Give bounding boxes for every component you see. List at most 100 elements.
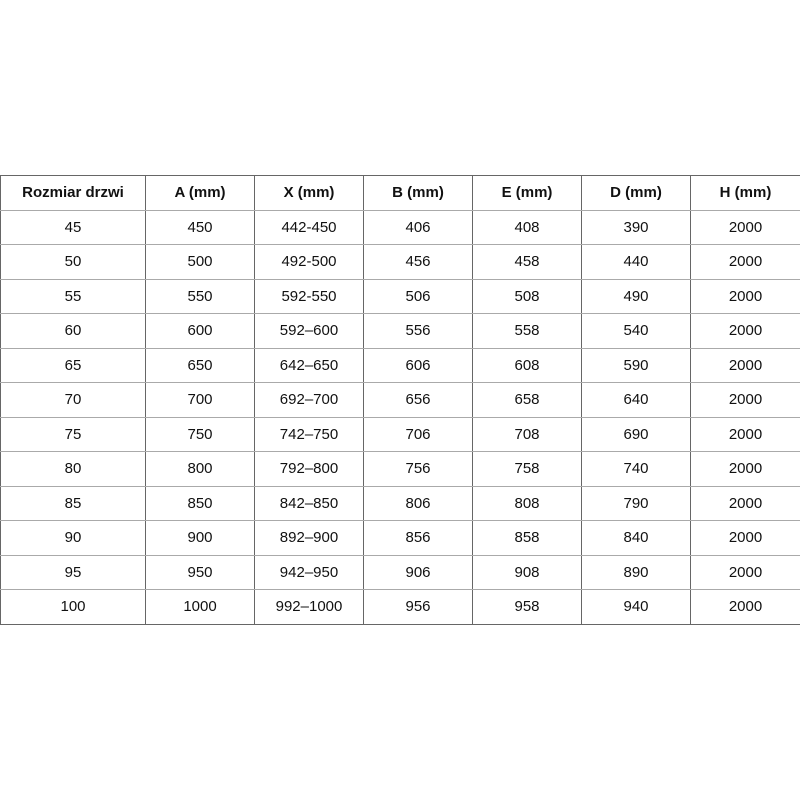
table-cell: 708	[472, 416, 582, 452]
table-cell: 55	[0, 278, 146, 314]
table-cell: 2000	[690, 347, 800, 383]
dimensions-table: Rozmiar drzwi A (mm) X (mm) B (mm) E (mm) D (…	[0, 175, 800, 625]
table-cell: 956	[363, 589, 473, 625]
table-cell: 45	[0, 209, 146, 245]
table-cell: 658	[472, 382, 582, 418]
table-cell: 600	[145, 313, 255, 349]
table-cell: 508	[472, 278, 582, 314]
table-cell: 992–1000	[254, 589, 364, 625]
table-cell: 950	[145, 554, 255, 590]
table-cell: 65	[0, 347, 146, 383]
table-cell: 2000	[690, 244, 800, 280]
table-cell: 908	[472, 554, 582, 590]
table-cell: 556	[363, 313, 473, 349]
table-cell: 640	[581, 382, 691, 418]
table-cell: 656	[363, 382, 473, 418]
table-row: 65 650 642–650 606 608 590 2000	[0, 347, 800, 383]
table-row: 95 950 942–950 906 908 890 2000	[0, 554, 800, 590]
table-cell: 858	[472, 520, 582, 556]
table-cell: 808	[472, 485, 582, 521]
table-cell: 958	[472, 589, 582, 625]
table-cell: 606	[363, 347, 473, 383]
table-row: 80 800 792–800 756 758 740 2000	[0, 451, 800, 487]
table-cell: 100	[0, 589, 146, 625]
table-cell: 842–850	[254, 485, 364, 521]
table-cell: 700	[145, 382, 255, 418]
table-cell: 900	[145, 520, 255, 556]
table-cell: 2000	[690, 209, 800, 245]
table-cell: 906	[363, 554, 473, 590]
table-cell: 2000	[690, 278, 800, 314]
table-row: 90 900 892–900 856 858 840 2000	[0, 520, 800, 556]
table-cell: 50	[0, 244, 146, 280]
table-row: 75 750 742–750 706 708 690 2000	[0, 416, 800, 452]
table-row: 45 450 442-450 406 408 390 2000	[0, 209, 800, 245]
table-cell: 840	[581, 520, 691, 556]
table-cell: 2000	[690, 451, 800, 487]
column-header: X (mm)	[254, 175, 364, 211]
table-cell: 406	[363, 209, 473, 245]
table-cell: 390	[581, 209, 691, 245]
table-cell: 540	[581, 313, 691, 349]
table-cell: 1000	[145, 589, 255, 625]
table-cell: 740	[581, 451, 691, 487]
table-cell: 742–750	[254, 416, 364, 452]
table-cell: 642–650	[254, 347, 364, 383]
table-cell: 890	[581, 554, 691, 590]
table-cell: 800	[145, 451, 255, 487]
table-cell: 650	[145, 347, 255, 383]
column-header: B (mm)	[363, 175, 473, 211]
table-row: 100 1000 992–1000 956 958 940 2000	[0, 589, 800, 625]
table-cell: 458	[472, 244, 582, 280]
table-cell: 608	[472, 347, 582, 383]
table-cell: 850	[145, 485, 255, 521]
table-cell: 590	[581, 347, 691, 383]
table-cell: 440	[581, 244, 691, 280]
table-cell: 690	[581, 416, 691, 452]
table-cell: 2000	[690, 554, 800, 590]
column-header: D (mm)	[581, 175, 691, 211]
table-cell: 492-500	[254, 244, 364, 280]
column-header: A (mm)	[145, 175, 255, 211]
table-cell: 756	[363, 451, 473, 487]
table-row: 50 500 492-500 456 458 440 2000	[0, 244, 800, 280]
table-cell: 750	[145, 416, 255, 452]
table-cell: 90	[0, 520, 146, 556]
table-cell: 558	[472, 313, 582, 349]
table-cell: 2000	[690, 416, 800, 452]
table-cell: 490	[581, 278, 691, 314]
header-row: Rozmiar drzwi A (mm) X (mm) B (mm) E (mm) D (…	[0, 175, 800, 211]
table-cell: 450	[145, 209, 255, 245]
table-cell: 2000	[690, 589, 800, 625]
table-row: 60 600 592–600 556 558 540 2000	[0, 313, 800, 349]
table-cell: 592-550	[254, 278, 364, 314]
table-cell: 442-450	[254, 209, 364, 245]
table-cell: 2000	[690, 485, 800, 521]
table-cell: 892–900	[254, 520, 364, 556]
table-cell: 550	[145, 278, 255, 314]
table-cell: 456	[363, 244, 473, 280]
table-cell: 706	[363, 416, 473, 452]
table-cell: 60	[0, 313, 146, 349]
table-cell: 95	[0, 554, 146, 590]
column-header: E (mm)	[472, 175, 582, 211]
table-cell: 408	[472, 209, 582, 245]
table-cell: 85	[0, 485, 146, 521]
table-cell: 942–950	[254, 554, 364, 590]
table-cell: 856	[363, 520, 473, 556]
table-cell: 806	[363, 485, 473, 521]
table-cell: 792–800	[254, 451, 364, 487]
table-cell: 940	[581, 589, 691, 625]
column-header: H (mm)	[690, 175, 800, 211]
table-cell: 2000	[690, 520, 800, 556]
table-cell: 790	[581, 485, 691, 521]
table-cell: 2000	[690, 313, 800, 349]
table-row: 85 850 842–850 806 808 790 2000	[0, 485, 800, 521]
table-cell: 75	[0, 416, 146, 452]
table-cell: 80	[0, 451, 146, 487]
table-cell: 506	[363, 278, 473, 314]
table-cell: 758	[472, 451, 582, 487]
table-row: 55 550 592-550 506 508 490 2000	[0, 278, 800, 314]
table-cell: 70	[0, 382, 146, 418]
table-row: 70 700 692–700 656 658 640 2000	[0, 382, 800, 418]
